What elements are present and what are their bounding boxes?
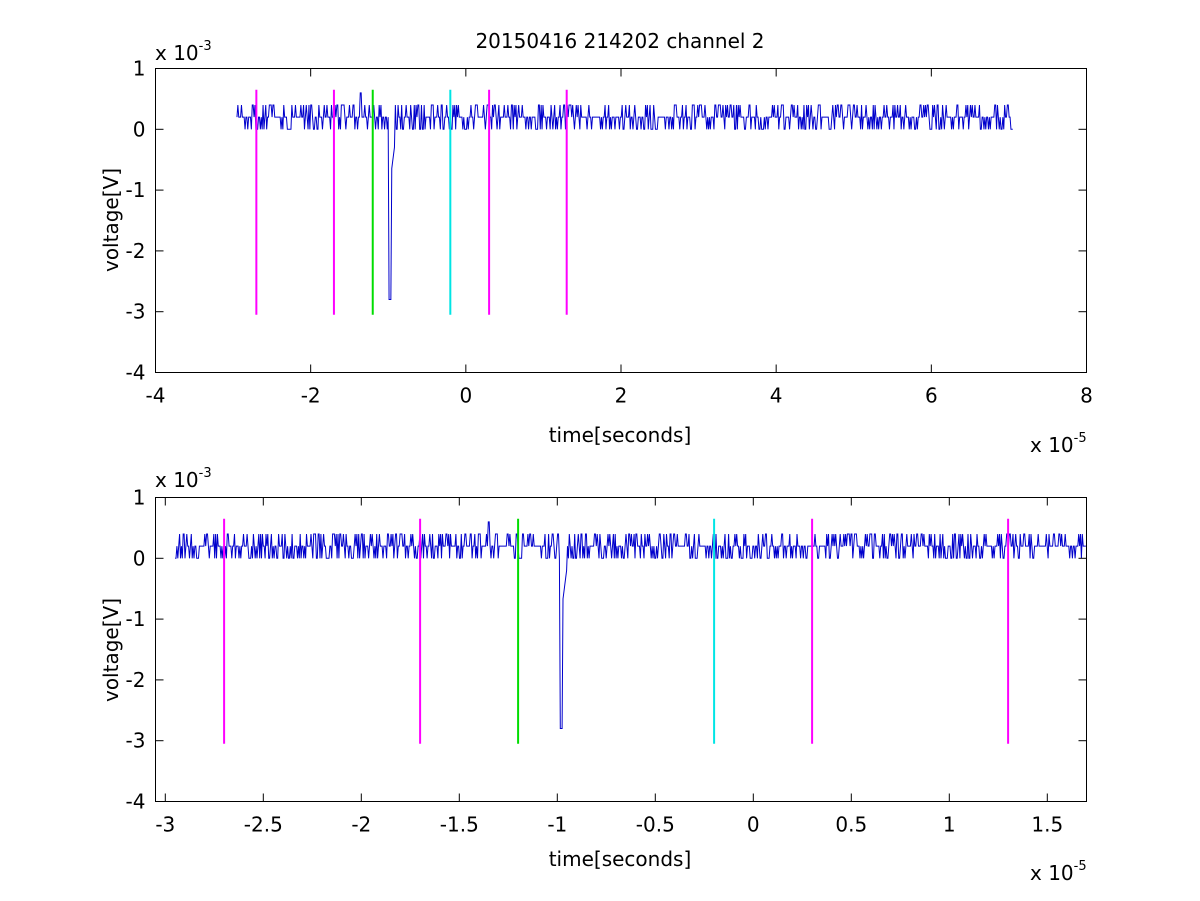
signal-trace xyxy=(236,92,1013,301)
x-tick-label: -3 xyxy=(155,813,175,837)
bottom-plot-y-exponent-power: -3 xyxy=(199,466,212,481)
x-tick-label: 1 xyxy=(943,813,956,837)
top-plot-marks xyxy=(236,89,1013,315)
bottom-plot-x-exponent: x 10-5 xyxy=(1030,859,1087,885)
x-tick-label: 6 xyxy=(925,384,938,408)
top-plot-y-exponent: x 10-3 xyxy=(155,39,212,65)
bottom-plot-x-exponent-base: x 10 xyxy=(1030,861,1074,885)
x-tick-label: 4 xyxy=(770,384,783,408)
x-tick-label: 8 xyxy=(1080,384,1093,408)
bottom-plot-y-exponent: x 10-3 xyxy=(155,466,212,492)
bottom-plot-y-exponent-base: x 10 xyxy=(155,468,199,492)
top-plot-x-exponent: x 10-5 xyxy=(1030,431,1087,457)
x-tick-label: -2 xyxy=(351,813,371,837)
y-tick-label: 0 xyxy=(133,546,146,570)
x-tick-label: -1.5 xyxy=(440,813,479,837)
top-plot-ylabel: voltage[V] xyxy=(99,168,123,272)
y-tick-label: -4 xyxy=(126,361,146,385)
bottom-plot-xlabel: time[seconds] xyxy=(549,847,692,871)
x-tick-label: 0.5 xyxy=(835,813,867,837)
bottom-plot-ylabel: voltage[V] xyxy=(99,598,123,702)
bottom-plot-axes-box xyxy=(155,497,1087,802)
top-plot-x-exponent-power: -5 xyxy=(1074,431,1087,446)
x-tick-label: -1 xyxy=(547,813,567,837)
bottom-plot-marks xyxy=(175,518,1086,744)
top-plot-ticks: -4 -2 0 2 4 6 8 -4 -3 -2 -1 0 1 xyxy=(126,57,1093,408)
x-tick-label: 2 xyxy=(615,384,628,408)
y-tick-label: -1 xyxy=(126,607,146,631)
top-plot: -4 -2 0 2 4 6 8 -4 -3 -2 -1 0 1 time[seconds] voltag… xyxy=(99,39,1093,457)
bottom-plot: -3 -2.5 -2 -1.5 -1 -0.5 0 0.5 1 1.5 -4 -3 -2 -1 0 1 tim… xyxy=(99,466,1087,885)
bottom-plot-x-exponent-power: -5 xyxy=(1074,859,1087,874)
x-tick-label: 0 xyxy=(747,813,760,837)
top-plot-y-exponent-power: -3 xyxy=(199,39,212,54)
y-tick-label: -2 xyxy=(126,668,146,692)
x-tick-label: -2.5 xyxy=(244,813,283,837)
y-tick-label: 0 xyxy=(133,117,146,141)
bottom-plot-ticks: -3 -2.5 -2 -1.5 -1 -0.5 0 0.5 1 1.5 -4 -3 -2 -1 0 1 xyxy=(126,486,1087,837)
x-tick-label: -0.5 xyxy=(636,813,675,837)
y-tick-label: 1 xyxy=(133,486,146,510)
top-plot-x-exponent-base: x 10 xyxy=(1030,433,1074,457)
x-tick-label: -2 xyxy=(301,384,321,408)
y-tick-label: -1 xyxy=(126,178,146,202)
figure-title: 20150416 214202 channel 2 xyxy=(475,29,764,53)
top-plot-y-exponent-base: x 10 xyxy=(155,41,199,65)
x-tick-label: 1.5 xyxy=(1031,813,1063,837)
y-tick-label: -3 xyxy=(126,729,146,753)
signal-trace xyxy=(175,521,1086,730)
y-tick-label: -3 xyxy=(126,300,146,324)
x-tick-label: -4 xyxy=(146,384,166,408)
y-tick-label: -4 xyxy=(126,790,146,814)
y-tick-label: -2 xyxy=(126,239,146,263)
x-tick-label: 0 xyxy=(459,384,472,408)
y-tick-label: 1 xyxy=(133,57,146,81)
top-plot-xlabel: time[seconds] xyxy=(549,423,692,447)
